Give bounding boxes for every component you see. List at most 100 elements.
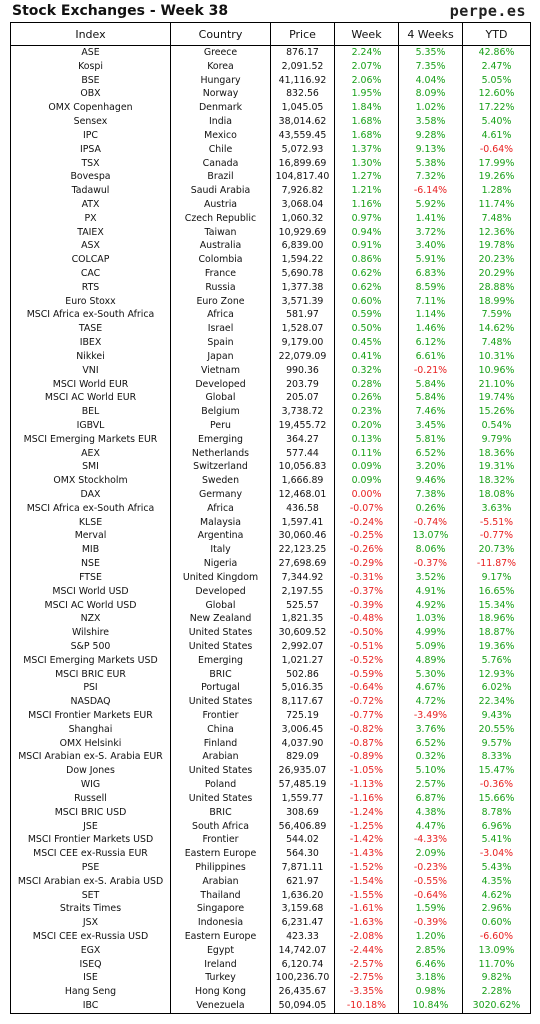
index-cell: MSCI CEE ex-Russia USD — [10, 930, 171, 944]
table-row: Bovespa Brazil 104,817.40 1.27% 7.32% 19.26% — [10, 170, 531, 185]
price-cell: 16,899.69 — [270, 156, 335, 171]
index-cell: FTSE — [10, 570, 171, 585]
four-weeks-cell: 8.59% — [398, 280, 463, 295]
brand-logo: perpe.es — [449, 2, 526, 20]
ytd-cell: 9.57% — [462, 736, 531, 751]
table-row: EGX Egypt 14,742.07 -2.44% 2.85% 13.09% — [10, 943, 531, 958]
four-weeks-cell: 6.83% — [398, 267, 463, 281]
week-cell: 0.86% — [334, 253, 399, 267]
four-weeks-cell: 9.28% — [398, 128, 463, 143]
price-cell: 205.07 — [270, 391, 335, 406]
week-cell: 0.41% — [334, 349, 399, 364]
price-cell: 12,468.01 — [270, 488, 335, 502]
ytd-cell: 5.05% — [462, 73, 531, 88]
column-header-price: Price — [270, 22, 335, 46]
index-cell: COLCAP — [10, 253, 171, 267]
week-cell: 0.91% — [334, 239, 399, 254]
index-cell: S&P 500 — [10, 639, 171, 654]
table-row: IGBVL Peru 19,455.72 0.20% 3.45% 0.54% — [10, 418, 531, 433]
table-row: Euro Stoxx Euro Zone 3,571.39 0.60% 7.11% 18.… — [10, 294, 531, 309]
country-cell: Brazil — [170, 170, 271, 185]
index-cell: ISE — [10, 971, 171, 986]
table-row: TSX Canada 16,899.69 1.30% 5.38% 17.99% — [10, 156, 531, 171]
week-cell: 0.97% — [334, 211, 399, 226]
price-cell: 502.86 — [270, 667, 335, 682]
price-cell: 725.19 — [270, 709, 335, 723]
price-cell: 621.97 — [270, 874, 335, 889]
price-cell: 577.44 — [270, 446, 335, 461]
ytd-cell: 5.41% — [462, 833, 531, 848]
table-row: MSCI Arabian ex-S. Arabia USD Arabian 621.… — [10, 874, 531, 889]
country-cell: Egypt — [170, 943, 271, 958]
index-cell: TASE — [10, 322, 171, 337]
price-cell: 43,559.45 — [270, 128, 335, 143]
price-cell: 26,935.07 — [270, 764, 335, 779]
four-weeks-cell: -0.39% — [398, 916, 463, 930]
ytd-cell: -5.51% — [462, 515, 531, 530]
table-row: ISEQ Ireland 6,120.74 -2.57% 6.46% 11.70% — [10, 957, 531, 972]
ytd-cell: 21.10% — [462, 377, 531, 392]
country-cell: United States — [170, 764, 271, 779]
ytd-cell: 19.78% — [462, 239, 531, 254]
week-cell: -0.77% — [334, 709, 399, 723]
week-cell: 1.68% — [334, 115, 399, 129]
table-row: ASE Greece 876.17 2.24% 5.35% 42.86% — [10, 45, 531, 60]
ytd-cell: 19.74% — [462, 391, 531, 406]
ytd-cell: 13.09% — [462, 943, 531, 958]
country-cell: Canada — [170, 156, 271, 171]
country-cell: Africa — [170, 501, 271, 516]
ytd-cell: 20.29% — [462, 267, 531, 281]
ytd-cell: 16.65% — [462, 584, 531, 599]
four-weeks-cell: 4.38% — [398, 805, 463, 820]
price-cell: 3,571.39 — [270, 294, 335, 309]
four-weeks-cell: 3.76% — [398, 722, 463, 737]
index-cell: DAX — [10, 488, 171, 502]
ytd-cell: 11.74% — [462, 197, 531, 212]
country-cell: Taiwan — [170, 225, 271, 240]
four-weeks-cell: 2.09% — [398, 847, 463, 861]
index-cell: MSCI Frontier Markets USD — [10, 833, 171, 848]
ytd-cell: 15.26% — [462, 405, 531, 419]
week-cell: 0.94% — [334, 225, 399, 240]
four-weeks-cell: 9.13% — [398, 142, 463, 157]
ytd-cell: -0.64% — [462, 142, 531, 157]
index-cell: Euro Stoxx — [10, 294, 171, 309]
week-cell: -0.26% — [334, 543, 399, 558]
price-cell: 3,006.45 — [270, 722, 335, 737]
week-cell: -1.05% — [334, 764, 399, 779]
price-cell: 19,455.72 — [270, 418, 335, 433]
four-weeks-cell: 5.92% — [398, 197, 463, 212]
price-cell: 22,123.25 — [270, 543, 335, 558]
four-weeks-cell: -0.64% — [398, 888, 463, 903]
four-weeks-cell: 1.03% — [398, 612, 463, 627]
index-cell: MSCI AC World EUR — [10, 391, 171, 406]
ytd-cell: 17.99% — [462, 156, 531, 171]
table-row: COLCAP Colombia 1,594.22 0.86% 5.91% 20.23% — [10, 253, 531, 267]
country-cell: Malaysia — [170, 515, 271, 530]
four-weeks-cell: 0.98% — [398, 985, 463, 1000]
country-cell: Eastern Europe — [170, 847, 271, 861]
week-cell: 0.45% — [334, 336, 399, 350]
ytd-cell: 7.48% — [462, 211, 531, 226]
price-cell: 7,871.11 — [270, 860, 335, 875]
index-cell: Dow Jones — [10, 764, 171, 779]
index-cell: IBEX — [10, 336, 171, 350]
index-cell: MSCI Frontier Markets EUR — [10, 709, 171, 723]
ytd-cell: 18.08% — [462, 488, 531, 502]
index-cell: MSCI BRIC USD — [10, 805, 171, 820]
week-cell: 1.37% — [334, 142, 399, 157]
four-weeks-cell: -4.33% — [398, 833, 463, 848]
table-row: MSCI AC World EUR Global 205.07 0.26% 5.84% 1… — [10, 391, 531, 406]
week-cell: -1.63% — [334, 916, 399, 930]
table-row: MSCI Frontier Markets EUR Frontier 725.19-… — [10, 709, 531, 723]
price-cell: 9,179.00 — [270, 336, 335, 350]
week-cell: -0.39% — [334, 598, 399, 613]
country-cell: Greece — [170, 45, 271, 60]
country-cell: Argentina — [170, 529, 271, 544]
table-row: Sensex India 38,014.62 1.68% 3.58% 5.40% — [10, 115, 531, 129]
four-weeks-cell: 4.92% — [398, 598, 463, 613]
country-cell: Italy — [170, 543, 271, 558]
ytd-cell: 6.02% — [462, 681, 531, 696]
week-cell: -1.16% — [334, 791, 399, 806]
price-cell: 2,197.55 — [270, 584, 335, 599]
